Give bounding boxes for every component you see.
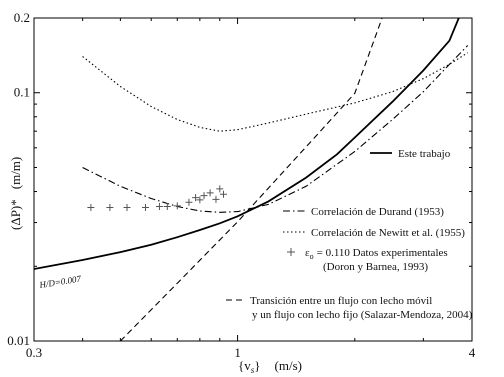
legend-label: Correlación de Durand (1953)	[311, 206, 444, 218]
legend-item: εo = 0.110 Datos experimentales(Doron y B…	[287, 247, 448, 273]
data-point	[192, 194, 200, 202]
x-tick-label: 0.3	[26, 345, 42, 360]
legend-item: Correlación de Newitt et al. (1955)	[283, 227, 465, 239]
x-tick-label: 4	[469, 345, 476, 360]
legend-label: εo = 0.110 Datos experimentales	[305, 247, 448, 261]
data-point	[173, 202, 181, 210]
series-line-dashdot	[82, 45, 469, 213]
series-layer	[34, 18, 469, 341]
data-point	[106, 203, 114, 211]
data-point	[163, 203, 171, 211]
data-point	[87, 203, 95, 211]
data-point	[200, 192, 208, 200]
series-line-dashed	[120, 18, 383, 341]
legend: Este trabajo Correlación de Durand (1953)…	[226, 148, 473, 321]
plot-frame	[33, 17, 473, 342]
legend-prefix-sub: o	[310, 252, 314, 261]
data-point	[216, 185, 224, 193]
x-axis-label-sub: s	[251, 365, 255, 375]
y-tick-label: 0.01	[7, 333, 30, 348]
axis-ticks	[33, 17, 473, 342]
legend-label: Este trabajo	[398, 148, 451, 160]
x-axis-label-close: }	[254, 358, 260, 373]
legend-item: Correlación de Durand (1953)	[283, 206, 444, 218]
axis-labels: {vs} (m/s) (ΔP)* (m/m)	[8, 157, 302, 375]
data-point	[206, 189, 214, 197]
data-point	[219, 190, 227, 198]
data-point	[141, 203, 149, 211]
y-tick-label: 0.2	[14, 10, 30, 25]
annotation-layer: H/D=0.007	[38, 273, 82, 290]
legend-label-cont: (Doron y Barnea, 1993)	[323, 261, 428, 273]
legend-item: Este trabajo	[370, 148, 451, 160]
tick-labels: 0.3 1 4 0.01 0.1 0.2	[7, 10, 476, 360]
data-point	[185, 198, 193, 206]
legend-prefix: ε	[305, 247, 310, 259]
legend-item: Transición entre un flujo con lecho móvi…	[226, 295, 473, 321]
y-tick-label: 0.1	[14, 85, 30, 100]
legend-label-line: = 0.110 Datos experimentales	[317, 247, 448, 259]
annotation-hd: H/D=0.007	[38, 273, 82, 290]
legend-marker	[287, 248, 295, 256]
legend-label: Transición entre un flujo con lecho móvi…	[250, 295, 432, 307]
x-axis-label: {vs} (m/s)	[238, 358, 302, 375]
data-point	[123, 203, 131, 211]
data-point	[212, 195, 220, 203]
scatter-layer	[87, 185, 227, 211]
legend-label: y un flujo con lecho fijo (Salazar-Mendo…	[252, 309, 473, 321]
y-axis-label-main: (ΔP)*	[8, 199, 23, 230]
plot-border	[33, 17, 473, 342]
x-tick-label: 1	[234, 345, 241, 360]
legend-label: Correlación de Newitt et al. (1955)	[311, 227, 465, 239]
x-axis-label-unit: (m/s)	[275, 358, 302, 373]
data-point	[196, 196, 204, 204]
y-axis-label: (ΔP)* (m/m)	[8, 157, 23, 230]
series-line-solid	[34, 18, 460, 270]
x-axis-label-main: {v	[238, 358, 251, 373]
series-line-dotted	[82, 52, 468, 132]
data-point	[155, 203, 163, 211]
y-axis-label-unit: (m/m)	[8, 157, 23, 190]
